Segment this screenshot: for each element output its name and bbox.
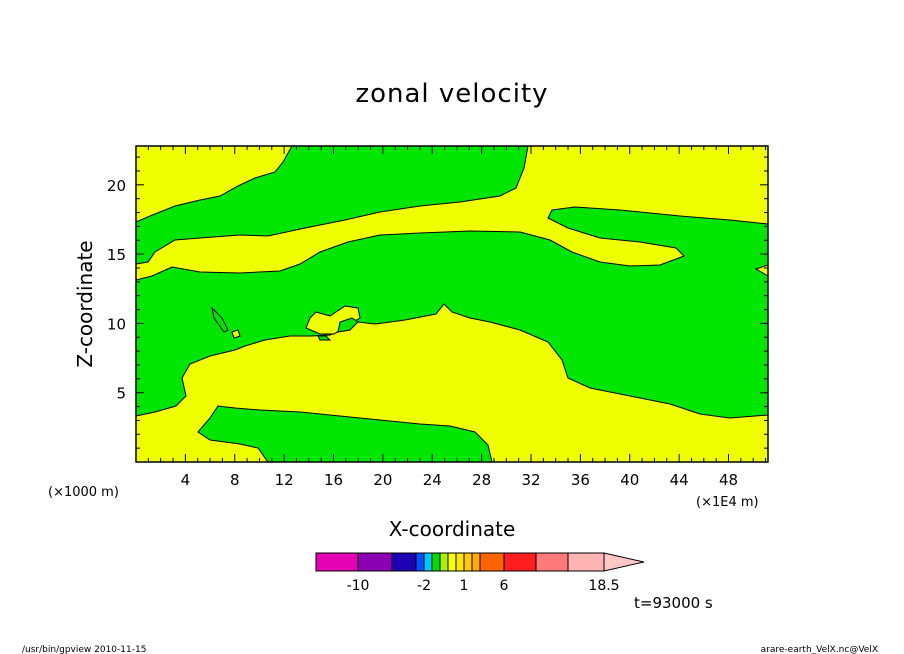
colorbar-box	[463, 552, 473, 572]
footer-left: /usr/bin/gpview 2010-11-15	[22, 645, 146, 654]
colorbar-box	[357, 552, 393, 572]
plot-frame	[135, 145, 769, 463]
colorbar-box	[479, 552, 505, 572]
x-tick-label: 8	[230, 471, 240, 489]
footer-right: arare-earth_VelX.nc@VelX	[761, 645, 878, 654]
colorbar-label: 6	[500, 578, 509, 594]
chart-title: zonal velocity	[355, 79, 548, 109]
x-tick-label: 32	[521, 471, 540, 489]
contour-islands	[211, 305, 361, 341]
colorbar-label: -2	[417, 578, 431, 594]
y-tick-label: 10	[107, 315, 126, 333]
x-unit-right: (×1E4 m)	[696, 495, 759, 510]
contour-fill-green	[135, 145, 769, 463]
colorbar-box	[471, 552, 481, 572]
colorbar-box	[415, 552, 425, 572]
colorbar-box	[439, 552, 449, 572]
colorbar-box	[315, 552, 359, 572]
x-tick-label: 40	[620, 471, 639, 489]
colorbar: -10 -2 1 6 18.5	[315, 552, 645, 594]
colorbar-label: -10	[347, 578, 370, 594]
contour-island-3	[317, 335, 332, 341]
colorbar-box	[391, 552, 417, 572]
y-tick-label: 15	[107, 246, 126, 264]
colorbar-box	[447, 552, 457, 572]
y-tick-label: 20	[107, 177, 126, 195]
x-tick-label: 36	[571, 471, 590, 489]
x-tick-label: 24	[423, 471, 442, 489]
colorbar-arrow	[603, 552, 645, 572]
x-tick-label: 16	[324, 471, 343, 489]
x-tick-label: 44	[670, 471, 689, 489]
contour-island-4	[211, 306, 229, 333]
y-axis-label: Z-coordinate	[73, 240, 97, 367]
x-tick-label: 20	[373, 471, 392, 489]
y-tick-label: 5	[116, 385, 126, 403]
colorbar-box	[423, 552, 433, 572]
time-label: t=93000 s	[634, 594, 713, 612]
x-tick-label: 48	[719, 471, 738, 489]
colorbar-box	[567, 552, 605, 572]
colorbar-label: 1	[460, 578, 469, 594]
contour-region-upper	[135, 145, 529, 265]
contour-island-5	[231, 329, 241, 339]
x-axis-label: X-coordinate	[389, 517, 516, 541]
colorbar-box	[431, 552, 441, 572]
x-tick-label: 12	[275, 471, 294, 489]
x-tick-label: 4	[181, 471, 191, 489]
x-tick-label: 28	[472, 471, 491, 489]
colorbar-box	[455, 552, 465, 572]
x-unit-left: (×1000 m)	[48, 485, 119, 500]
colorbar-box	[535, 552, 569, 572]
colorbar-box	[503, 552, 537, 572]
contour-region-lower	[197, 405, 493, 463]
contour-island-2	[337, 317, 359, 333]
colorbar-label: 18.5	[588, 578, 619, 594]
